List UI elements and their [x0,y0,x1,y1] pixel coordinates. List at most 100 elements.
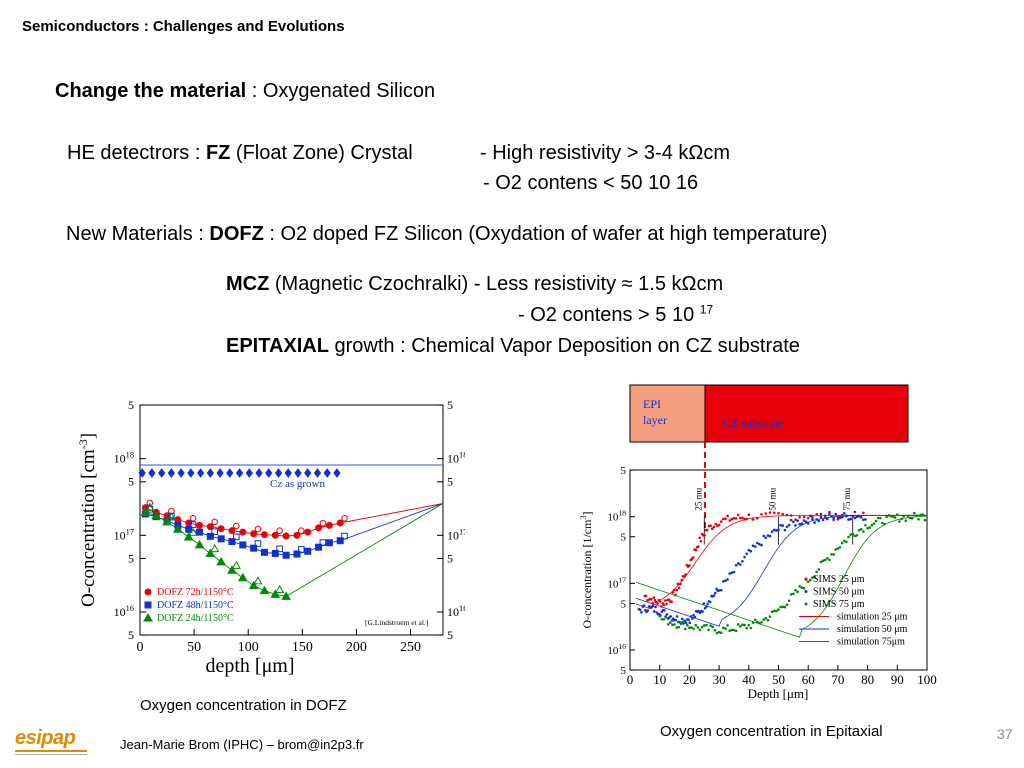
epi-sims-point [640,611,643,614]
epi-legend-label: SIMS 50 μm [813,587,865,598]
epi-sims-point [836,515,840,519]
epi-sims-point [644,594,648,598]
epi-sims-point [760,513,763,516]
dofz-data-point [151,510,162,520]
epi-sims-point [753,545,757,548]
epi-sims-point [781,524,784,527]
epi-sims-point [684,573,687,576]
dofz-data-point [228,527,236,535]
epi-sims-point [651,604,655,608]
epi-sims-point [821,518,825,522]
dofz-legend-label: DOFZ 24h/1150°C [157,613,234,624]
dofz-data-point [304,528,312,536]
epi-sims-point [792,592,795,596]
epi-sims-point [813,521,816,524]
dofz-ytick-label-right: 1016 [447,604,465,619]
dofz-data-point-open [319,519,327,527]
epi-sims-point [847,535,850,539]
epi-sims-point [694,548,698,552]
epi-sims-point [672,588,676,592]
epi-sims-point [722,580,725,583]
epi-sims-point [736,562,740,565]
epi-sims-point [717,523,721,527]
dofz-data-point-open [297,546,305,553]
epi-sims-point [853,516,857,520]
epi-sims-point [760,621,763,624]
epi-sims-point [670,600,673,603]
epi-sims-point [830,515,833,518]
epi-sims-point [823,514,827,518]
epi-sims-point [802,515,806,519]
dofz-data-point-open [253,576,263,585]
epi-xtick-label: 70 [831,672,844,687]
dofz-legend-marker [144,601,152,609]
epi-sims-point [734,517,738,520]
epi-sims-point [719,631,723,634]
epi-sims-point [664,616,668,619]
epi-sims-point [666,623,670,626]
epi-ytick-label: 1017 [607,575,626,590]
epi-sims-point [726,514,729,518]
epi-sims-point [654,605,657,609]
epi-ytick-label: 1018 [607,509,626,524]
epi-sims-point [734,629,738,633]
epi-sims-point [732,628,736,632]
epi-legend-label: SIMS 75 μm [813,599,865,610]
epi-sims-point [747,623,751,627]
epi-sims-point [830,553,833,556]
dofz-data-point-open [254,525,262,533]
dofz-xtick-label: 250 [400,640,421,655]
epi-sims-point [864,518,867,521]
epi-sims-point [770,530,774,533]
dofz-cz-point [148,468,156,478]
epi-sims-point [836,547,840,550]
he-pre: HE detectrors : [67,142,206,164]
epi-ylabel: O-concentration [1/cm3] [579,512,594,629]
epi-sims-point [785,525,789,529]
dofz-data-point [140,507,151,516]
epi-sims-point [870,523,874,527]
epi-sims-point [917,518,920,521]
epi-sims-point [715,587,718,591]
he-prop1: - High resistivity > 3-4 kΩcm [480,142,730,164]
epi-sims-point [828,558,831,562]
epi-sims-point [796,590,799,594]
epi-sims-point [883,522,886,526]
epi-sims-point [700,625,704,629]
epi-sims-point [819,512,823,516]
dofz-data-point [282,551,290,559]
epi-sims-point [675,615,679,618]
dofz-cz-point [245,468,253,478]
slide-header: Semiconductors : Challenges and Evolutio… [22,18,345,35]
epi-sims-point [660,610,664,614]
epi-sims-point [669,615,672,618]
epi-ytick-label: 1016 [607,642,626,657]
epi-sims-point [745,552,748,556]
epi-sims-point [717,589,721,592]
dofz-cz-point [216,468,224,478]
epi-sims-point [751,621,755,624]
epi-sims-point [800,522,804,525]
epi-sims-point [667,598,671,601]
epi-sims-point [728,629,731,632]
epi-sims-point [696,626,700,629]
epi-sims-point [813,575,816,578]
epi-sims-point [730,517,734,521]
dofz-caption: Oxygen concentration in DOFZ [140,697,347,714]
epi-sims-point [739,516,742,520]
epi-xtick-label: 80 [861,672,874,687]
epi-sims-point [787,523,791,527]
epi-sims-point [783,528,787,532]
he-bold: FZ [205,142,231,164]
epi-sims-point [674,618,678,622]
dofz-cz-point [196,468,205,478]
epi-sims-point [679,582,682,586]
epi-sims-point [745,626,748,630]
dofz-data-point [162,516,172,526]
dofz-data-point-open [146,499,154,507]
epi-ytick-label: 5 [621,598,627,610]
epi-sims-point [758,542,761,546]
epi-sims-point [834,512,838,516]
dofz-data-point-open [341,515,348,522]
epi-line: EPITAXIAL growth : Chemical Vapor Deposi… [226,335,800,358]
